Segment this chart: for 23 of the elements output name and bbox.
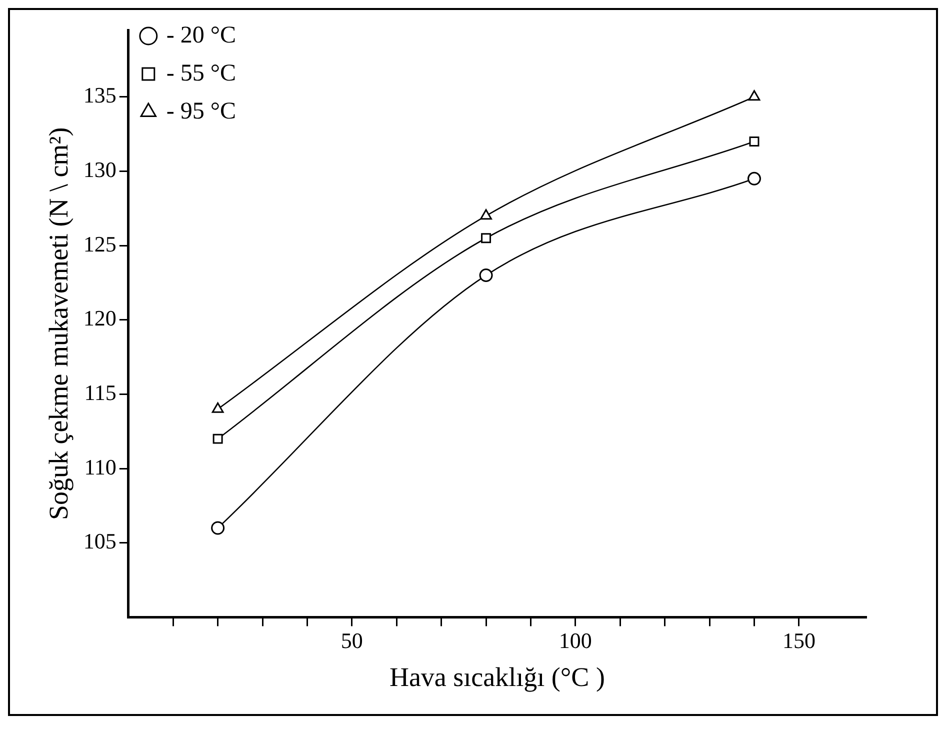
legend-label: - 95 °C	[166, 98, 236, 124]
point	[211, 521, 225, 535]
legend-label: - 20 °C	[166, 22, 236, 48]
point	[480, 209, 492, 220]
point	[481, 233, 492, 244]
x-tick-label: 50	[340, 628, 363, 654]
x-axis-title: Hava sıcaklığı (°C )	[389, 662, 605, 692]
legend-label: - 55 °C	[166, 60, 236, 86]
y-tick-label: 110	[84, 454, 116, 480]
y-tick-label: 120	[83, 306, 116, 331]
x-tick-label: 100	[558, 628, 592, 654]
x-tick-label: 150	[782, 628, 816, 654]
y-tick-label: 135	[83, 82, 116, 108]
point	[748, 90, 760, 101]
point	[747, 172, 761, 186]
y-axis-title: Soğuk çekme mukavemeti (N \ cm²)	[43, 127, 74, 520]
y-tick-label: 115	[84, 380, 116, 405]
y-tick-label: 105	[83, 528, 116, 554]
point	[212, 434, 223, 444]
y-tick-label: 130	[83, 157, 116, 182]
point	[479, 268, 493, 282]
point	[749, 136, 760, 146]
y-tick-label: 125	[83, 231, 116, 256]
